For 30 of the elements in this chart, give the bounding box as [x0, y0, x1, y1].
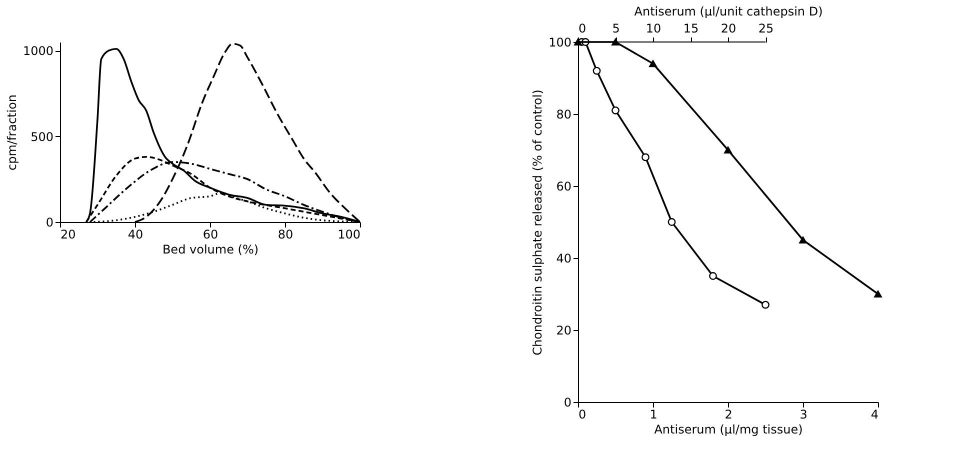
x-tick-label: 40: [128, 228, 144, 242]
y-tick-label: 500: [30, 130, 54, 144]
y-axis-title: cpm/fraction: [4, 94, 19, 171]
x-axis-title: Antiserum (μl/mg tissue): [654, 422, 803, 436]
y-tick-label: 1000: [22, 44, 54, 58]
x2-tick-label: 15: [683, 22, 699, 36]
x2-tick-label: 10: [646, 22, 662, 36]
y-axis-title: Chondroitin sulphate released (% of control): [530, 90, 545, 356]
y-tick-label: 100: [548, 36, 572, 50]
x-tick-label: 0: [578, 408, 586, 422]
x-tick-label: 1: [650, 408, 658, 422]
x-tick-label: 4: [870, 408, 878, 422]
y-tick-label: 0: [564, 396, 572, 410]
x-tick-label: 80: [278, 228, 294, 242]
x-tick-label: 100: [338, 228, 360, 242]
x2-axis-title: Antiserum (μl/unit cathepsin D): [634, 4, 823, 18]
x-tick-label: 2: [724, 408, 732, 422]
y-tick-label: 0: [46, 216, 54, 230]
x-tick-label: 60: [202, 228, 218, 242]
x2-tick-label: 0: [578, 22, 586, 36]
y-tick-label: 80: [556, 108, 572, 122]
x-tick-label: 20: [60, 228, 76, 242]
y-tick-label: 20: [556, 324, 572, 338]
x2-tick-label: 5: [612, 22, 620, 36]
x-axis-title: Bed volume (%): [162, 242, 259, 256]
y-tick-label: 60: [556, 180, 572, 194]
x-tick-label: 3: [800, 408, 808, 422]
x2-tick-label: 25: [758, 22, 774, 36]
y-tick-label: 40: [556, 252, 572, 266]
x2-tick-label: 20: [720, 22, 736, 36]
